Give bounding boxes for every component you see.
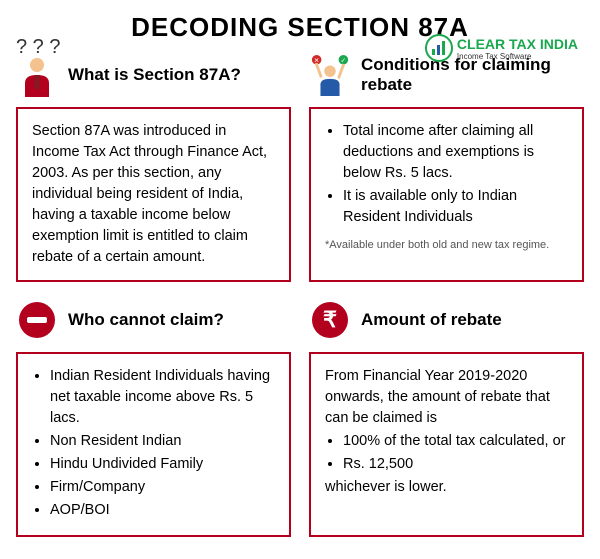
panel-what-is: What is Section 87A? Section 87A was int… (16, 51, 291, 282)
list-item: 100% of the total tax calculated, or (343, 431, 568, 452)
list-item: Hindu Undivided Family (50, 454, 275, 475)
brand-block: CLEAR TAX INDIA Income Tax Software (425, 34, 578, 62)
question-marks-decoration: ? ? ? (16, 36, 60, 59)
panel-who-cannot: Who cannot claim? Indian Resident Indivi… (16, 296, 291, 537)
svg-text:✓: ✓ (341, 58, 347, 65)
panel-title-who-cannot: Who cannot claim? (68, 310, 224, 330)
amount-list: 100% of the total tax calculated, or Rs.… (325, 431, 568, 475)
person-choices-icon: ✕ ✓ (309, 54, 351, 96)
list-item: Rs. 12,500 (343, 454, 568, 475)
panel-body-conditions: Total income after claiming all deductio… (309, 107, 584, 282)
panel-body-amount: From Financial Year 2019-2020 onwards, t… (309, 352, 584, 537)
list-item: Firm/Company (50, 477, 275, 498)
person-thinking-icon (16, 54, 58, 96)
who-cannot-list: Indian Resident Individuals having net t… (32, 366, 275, 521)
list-item: AOP/BOI (50, 500, 275, 521)
amount-intro: From Financial Year 2019-2020 onwards, t… (325, 366, 568, 429)
list-item: Indian Resident Individuals having net t… (50, 366, 275, 429)
panel-conditions: ✕ ✓ Conditions for claiming rebate Total… (309, 51, 584, 282)
panel-amount: ₹ Amount of rebate From Financial Year 2… (309, 296, 584, 537)
panel-title-amount: Amount of rebate (361, 310, 502, 330)
amount-outro: whichever is lower. (325, 477, 568, 498)
what-is-text: Section 87A was introduced in Income Tax… (32, 121, 275, 268)
conditions-footnote: *Available under both old and new tax re… (325, 238, 568, 254)
list-item: It is available only to Indian Resident … (343, 186, 568, 228)
prohibited-icon (16, 299, 58, 341)
brand-tagline: Income Tax Software (457, 52, 578, 61)
panel-title-what-is: What is Section 87A? (68, 65, 241, 85)
panel-body-who-cannot: Indian Resident Individuals having net t… (16, 352, 291, 537)
content-grid: What is Section 87A? Section 87A was int… (16, 51, 584, 537)
list-item: Non Resident Indian (50, 431, 275, 452)
conditions-list: Total income after claiming all deductio… (325, 121, 568, 228)
list-item: Total income after claiming all deductio… (343, 121, 568, 184)
brand-logo-icon (425, 34, 453, 62)
brand-name: CLEAR TAX INDIA (457, 36, 578, 52)
rupee-icon: ₹ (309, 299, 351, 341)
panel-body-what-is: Section 87A was introduced in Income Tax… (16, 107, 291, 282)
